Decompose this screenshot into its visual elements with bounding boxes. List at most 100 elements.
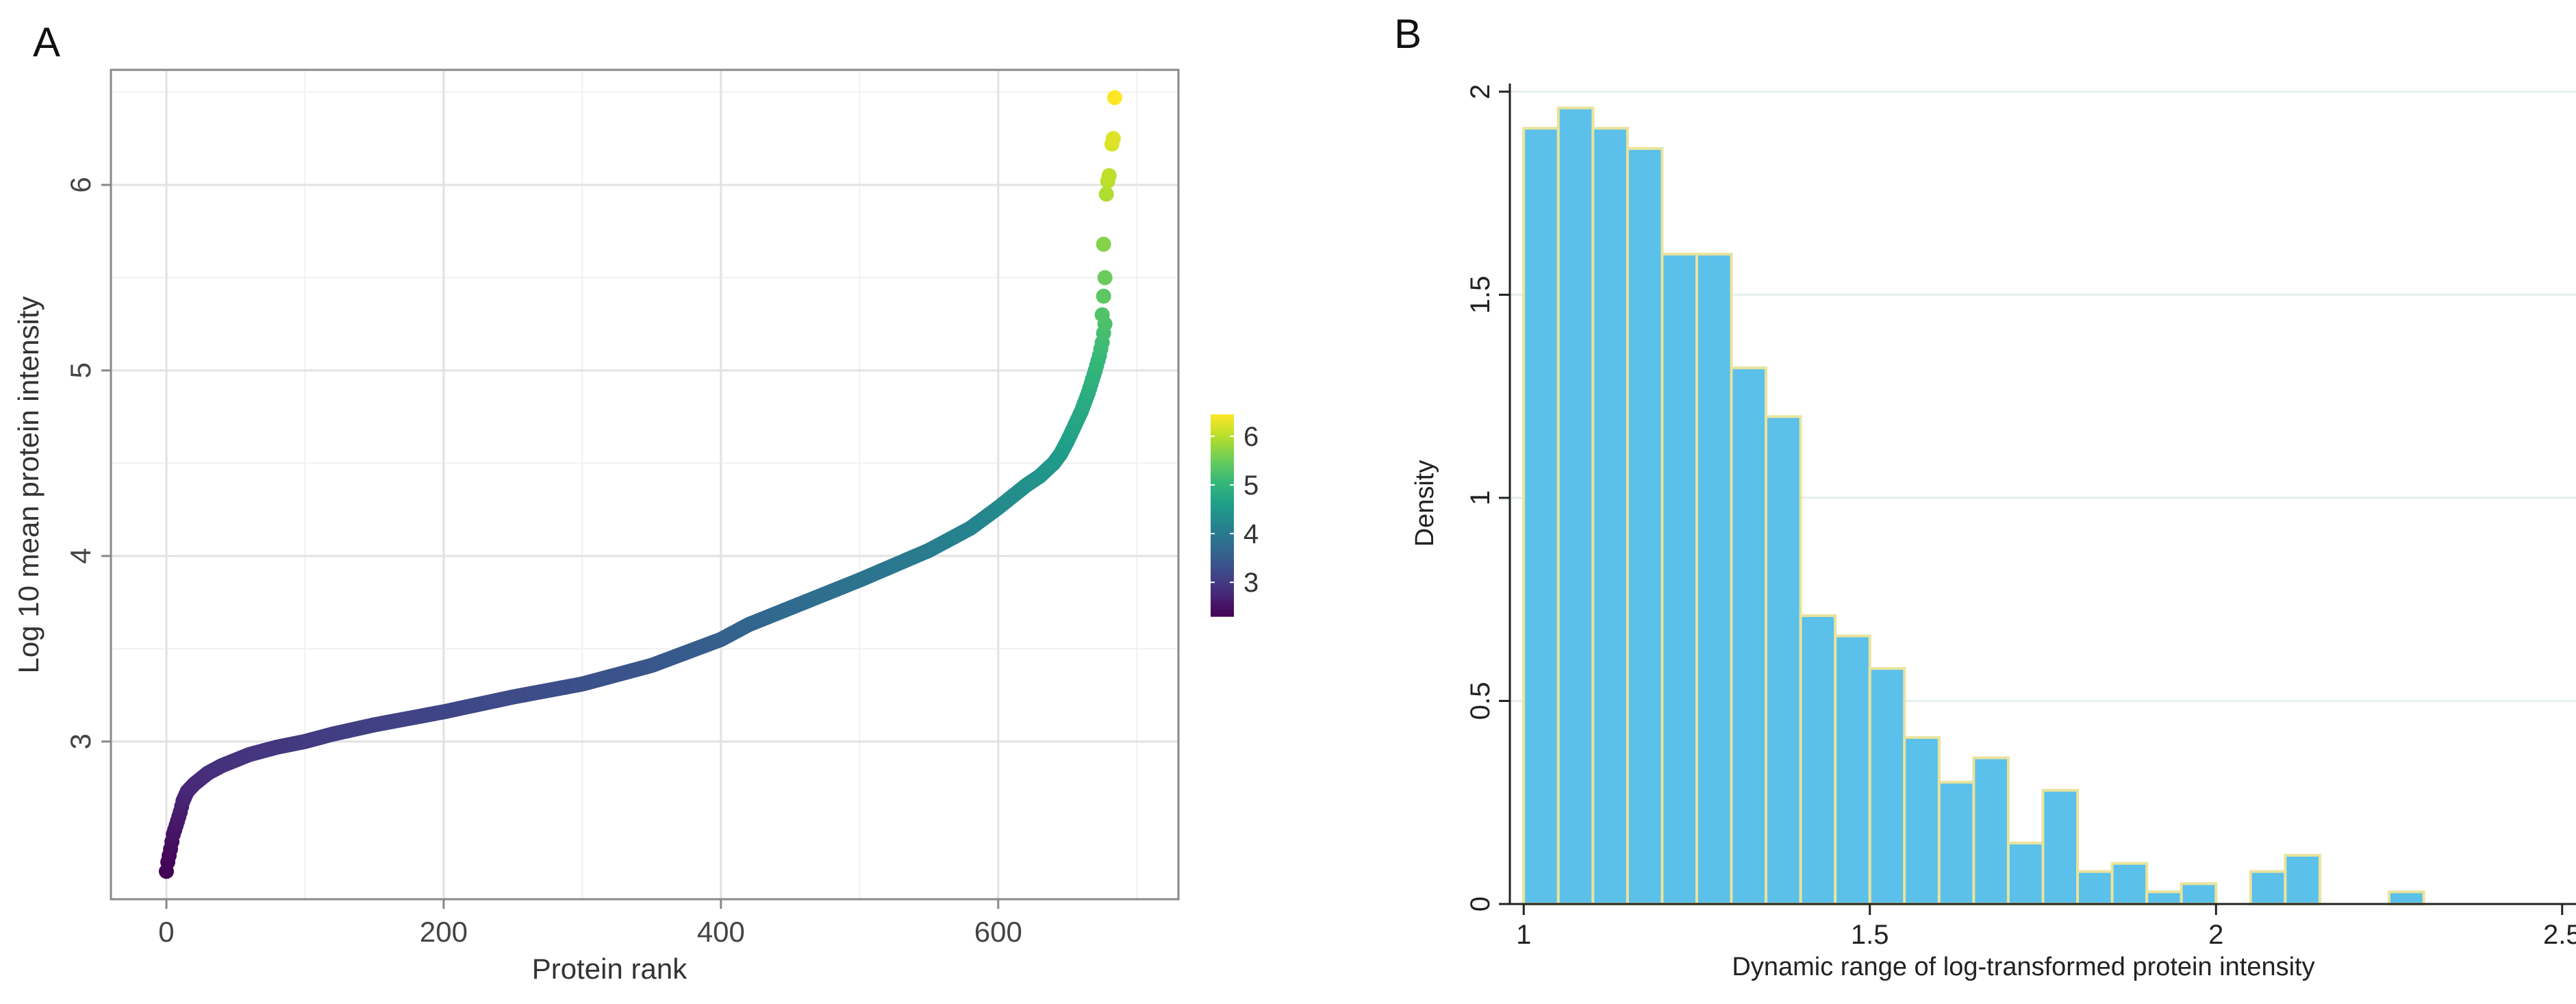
a-colorbar-segment	[1211, 559, 1234, 563]
b-histogram-bar	[2145, 890, 2183, 905]
a-colorbar-segment	[1211, 603, 1234, 607]
a-colorbar-segment	[1211, 468, 1234, 473]
a-colorbar-tick-label: 6	[1243, 422, 1259, 452]
panel-a-x-axis: 0 200 400 600	[158, 899, 1022, 948]
a-colorbar-segment	[1211, 471, 1234, 476]
a-colorbar-segment	[1211, 515, 1234, 520]
b-histogram-bar	[1522, 127, 1560, 905]
panel-a: A 0 200 400 600 3 4 5 6 Protein rank Log 10 me…	[12, 19, 1259, 985]
a-colorbar-segment	[1211, 431, 1234, 436]
a-colorbar-segment	[1211, 529, 1234, 533]
a-colorbar-segment	[1211, 538, 1234, 543]
a-colorbar-segment	[1211, 464, 1234, 469]
b-histogram-bar	[1695, 253, 1733, 905]
a-data-point	[1094, 307, 1110, 323]
a-data-point	[1097, 270, 1113, 286]
b-histogram-bar	[1591, 127, 1629, 905]
a-colorbar-segment	[1211, 545, 1234, 550]
a-colorbar-segment	[1211, 525, 1234, 529]
b-y-tick-label: 0.5	[1465, 682, 1495, 720]
a-data-point	[1107, 90, 1122, 105]
a-colorbar-segment	[1211, 542, 1234, 547]
panel-a-y-axis-label: Log 10 mean protein intensity	[12, 296, 45, 673]
b-x-tick-label: 1	[1516, 920, 1531, 950]
a-colorbar-segment	[1211, 610, 1234, 614]
a-colorbar-segment	[1211, 613, 1234, 617]
a-colorbar-segment	[1211, 417, 1234, 422]
a-colorbar-segment	[1211, 582, 1234, 587]
b-histogram-bar	[1626, 147, 1664, 905]
a-colorbar-segment	[1211, 549, 1234, 553]
a-x-tick-label: 0	[158, 916, 174, 948]
panel-a-colorbar: 3 4 5 6	[1211, 414, 1259, 617]
a-colorbar-segment	[1211, 444, 1234, 449]
panel-a-plot-frame	[110, 68, 1180, 901]
b-histogram-bar	[1660, 253, 1698, 905]
b-histogram-bar	[2110, 862, 2149, 906]
a-colorbar-segment	[1211, 579, 1234, 583]
b-histogram-bar	[2076, 870, 2114, 905]
a-colorbar-segment	[1211, 501, 1234, 506]
b-histogram-bar	[2249, 870, 2287, 905]
b-x-tick-label: 1.5	[1851, 920, 1889, 950]
b-histogram-bar	[2041, 788, 2080, 905]
a-colorbar-segment	[1211, 481, 1234, 486]
b-histogram-bar	[1765, 415, 1802, 905]
a-data-point	[1105, 131, 1121, 147]
panel-b-bars	[1522, 106, 2425, 906]
panel-b-x-axis-label: Dynamic range of log-transformed protein…	[1732, 953, 2314, 981]
b-x-tick-label: 2.5	[2543, 920, 2576, 950]
a-colorbar-segment	[1211, 475, 1234, 479]
a-colorbar-segment	[1211, 478, 1234, 482]
b-histogram-bar	[1868, 667, 1906, 905]
a-colorbar-segment	[1211, 522, 1234, 526]
a-y-tick-label: 3	[64, 733, 97, 749]
a-colorbar-segment	[1211, 498, 1234, 503]
a-colorbar-segment	[1211, 448, 1234, 452]
a-colorbar-segment	[1211, 592, 1234, 597]
a-colorbar-tick-label: 3	[1243, 568, 1259, 598]
b-histogram-bar	[1937, 781, 1975, 906]
a-colorbar-tick-label: 5	[1243, 470, 1259, 501]
b-histogram-bar	[2284, 853, 2321, 905]
a-colorbar-segment	[1211, 451, 1234, 455]
a-colorbar-segment	[1211, 512, 1234, 516]
panel-a-y-axis: 3 4 5 6	[64, 177, 111, 749]
a-colorbar-segment	[1211, 518, 1234, 523]
a-colorbar-segment	[1211, 606, 1234, 610]
a-colorbar-segment	[1211, 457, 1234, 462]
a-colorbar-segment	[1211, 569, 1234, 573]
panel-b-letter: B	[1394, 11, 1422, 57]
a-colorbar-segment	[1211, 555, 1234, 560]
b-histogram-bar	[1799, 614, 1837, 905]
panel-a-points	[158, 90, 1122, 879]
a-colorbar-segment	[1211, 434, 1234, 439]
a-data-point	[1096, 236, 1111, 252]
a-colorbar-segment	[1211, 421, 1234, 425]
a-colorbar-segment	[1211, 461, 1234, 466]
b-histogram-bar	[2388, 890, 2425, 905]
b-histogram-bar	[1903, 736, 1941, 905]
b-y-tick-label: 1.5	[1465, 276, 1495, 314]
a-colorbar-segment	[1211, 552, 1234, 557]
b-y-tick-label: 0	[1465, 896, 1495, 912]
a-colorbar-segment	[1211, 414, 1234, 418]
b-histogram-bar	[1834, 634, 1871, 906]
a-colorbar-segment	[1211, 586, 1234, 590]
a-colorbar-segment	[1211, 536, 1234, 540]
a-colorbar-segment	[1211, 505, 1234, 510]
panel-b-x-axis: 1 1.5 2 2.5	[1516, 904, 2576, 950]
a-y-tick-label: 6	[64, 177, 97, 192]
a-y-tick-label: 5	[64, 362, 97, 378]
a-x-tick-label: 400	[697, 916, 745, 948]
a-y-tick-label: 4	[64, 548, 97, 564]
a-x-tick-label: 200	[420, 916, 468, 948]
panel-a-letter: A	[33, 19, 60, 65]
a-colorbar-segment	[1211, 562, 1234, 566]
a-colorbar-segment	[1211, 441, 1234, 445]
a-colorbar-segment	[1211, 488, 1234, 492]
b-x-tick-label: 2	[2208, 920, 2223, 950]
a-colorbar-segment	[1211, 508, 1234, 513]
a-colorbar-segment	[1211, 495, 1234, 499]
